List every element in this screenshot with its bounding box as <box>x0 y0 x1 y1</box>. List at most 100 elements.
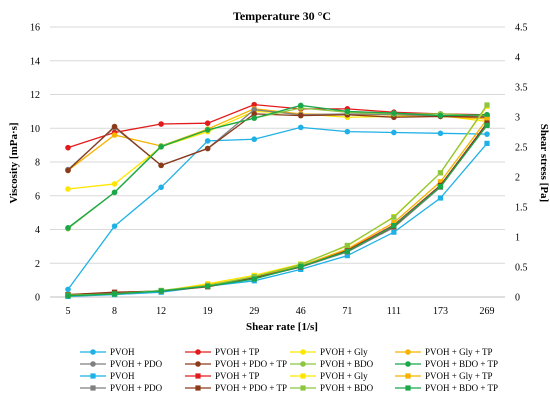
legend-label: PVOH + Gly <box>320 371 368 381</box>
data-point <box>111 123 118 130</box>
data-point <box>158 162 164 169</box>
legend-item: PVOH + TP <box>185 347 259 357</box>
y-right-tick-label: 3.5 <box>515 83 528 94</box>
data-point <box>391 220 397 226</box>
legend-item: PVOH + Gly <box>290 347 368 357</box>
data-point <box>204 120 211 126</box>
legend-marker <box>405 373 411 379</box>
x-tick-label: 269 <box>480 306 495 317</box>
data-point <box>205 283 211 289</box>
data-point <box>437 179 444 185</box>
series-6 <box>65 105 490 232</box>
data-point <box>251 136 258 143</box>
legend-label: PVOH + BDO + TP <box>425 383 498 393</box>
data-point <box>437 184 444 190</box>
data-point <box>65 293 71 299</box>
data-point <box>158 184 164 191</box>
legend-label: PVOH + BDO <box>320 383 374 393</box>
legend-label: PVOH + Gly <box>320 347 368 357</box>
legend-item: PVOH + PDO <box>80 383 163 393</box>
legend-marker <box>90 373 96 379</box>
y-axis-left-title: Viscosity [mPa·s] <box>8 122 20 203</box>
data-point <box>251 106 258 113</box>
series-7 <box>65 102 490 231</box>
data-point <box>391 229 397 235</box>
data-point <box>484 116 490 122</box>
data-point <box>251 115 258 121</box>
x-tick-label: 111 <box>387 306 401 317</box>
data-point <box>484 102 490 108</box>
data-point <box>158 144 164 150</box>
data-point <box>344 242 350 248</box>
series-line <box>67 142 488 298</box>
y-right-tick-label: 0.5 <box>515 263 528 274</box>
data-point <box>344 253 350 259</box>
x-tick-label: 46 <box>296 306 306 317</box>
legend-label: PVOH + BDO <box>320 359 374 369</box>
data-point <box>65 167 71 174</box>
data-point <box>391 110 397 116</box>
y-right-tick-label: 4.5 <box>515 23 528 34</box>
x-tick-label: 12 <box>156 306 166 317</box>
series-line <box>67 110 488 190</box>
data-point <box>111 291 118 297</box>
data-point <box>484 111 490 118</box>
series-line <box>67 113 488 171</box>
series-2 <box>65 108 490 192</box>
legend-marker <box>195 385 201 391</box>
legend-label: PVOH + TP <box>215 347 259 357</box>
y-left-tick-label: 12 <box>30 90 40 101</box>
data-point <box>65 225 71 231</box>
x-axis-title: Shear rate [1/s] <box>246 321 318 333</box>
data-point <box>297 102 304 109</box>
y-left-tick-label: 4 <box>35 225 40 236</box>
legend-item: PVOH + PDO + TP <box>185 383 287 393</box>
data-point <box>297 124 304 131</box>
series-line <box>67 103 488 149</box>
data-point <box>111 189 118 196</box>
data-point <box>111 223 118 229</box>
x-tick-label: 8 <box>112 306 117 317</box>
series-1 <box>65 101 490 151</box>
series-0 <box>65 124 490 293</box>
y-left-tick-label: 16 <box>30 23 40 34</box>
y-right-tick-label: 2 <box>515 173 520 184</box>
legend-label: PVOH + TP <box>215 371 259 381</box>
data-point <box>204 138 211 144</box>
series-line <box>67 122 488 296</box>
y-left-tick-label: 0 <box>35 293 40 304</box>
data-point <box>391 129 397 136</box>
x-tick-label: 19 <box>203 306 213 317</box>
data-point <box>437 195 444 201</box>
legend-item: PVOH + PDO + TP <box>185 359 287 369</box>
x-tick-label: 29 <box>249 306 259 317</box>
legend-item: PVOH + BDO <box>290 359 374 369</box>
data-point <box>298 263 304 269</box>
y-right-tick-label: 4 <box>515 53 520 64</box>
legend-marker <box>90 385 96 391</box>
y-left-tick-label: 14 <box>30 56 40 67</box>
y-right-tick-label: 0 <box>515 293 520 304</box>
legend: PVOH PVOH + TP PVOH + Gly PVOH + Gly + TP PV… <box>80 347 498 393</box>
y-left-tick-label: 6 <box>35 191 40 202</box>
legend-marker <box>195 373 201 379</box>
data-point <box>391 214 397 220</box>
chart-title: Temperature 30 °C <box>233 9 331 23</box>
data-point <box>484 131 490 137</box>
y-left-tick-label: 8 <box>35 158 40 169</box>
legend-label: PVOH + PDO + TP <box>215 359 287 369</box>
data-point <box>158 288 164 294</box>
grid <box>50 26 505 298</box>
legend-item: PVOH <box>80 347 135 357</box>
data-point <box>65 286 71 293</box>
legend-item: PVOH + TP <box>185 371 259 381</box>
series-line <box>67 125 488 297</box>
data-point <box>437 112 444 119</box>
y-left-tick-label: 2 <box>35 259 40 270</box>
legend-marker <box>90 361 96 367</box>
data-point <box>344 128 351 135</box>
data-point <box>391 223 397 229</box>
legend-item: PVOH + BDO + TP <box>395 359 498 369</box>
legend-item: PVOH + Gly + TP <box>395 347 493 357</box>
